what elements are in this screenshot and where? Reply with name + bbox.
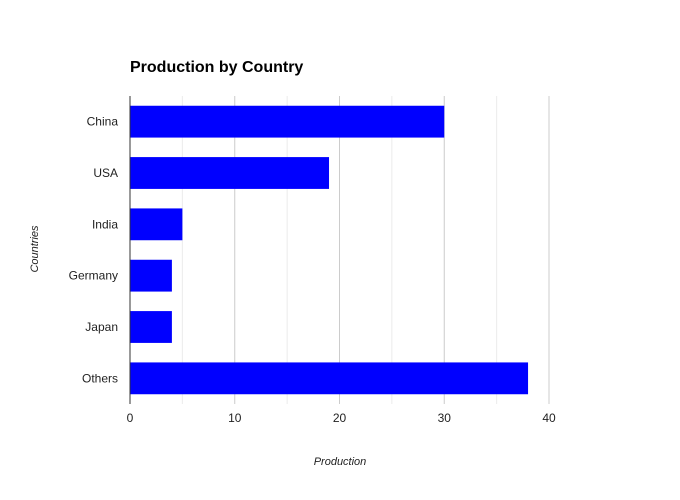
x-tick-label: 30 <box>438 411 452 425</box>
x-tick-label: 0 <box>127 411 134 425</box>
chart-title: Production by Country <box>130 59 303 76</box>
x-tick-label: 40 <box>542 411 556 425</box>
grid-layer <box>181 96 550 404</box>
x-tick-label: 10 <box>228 411 242 425</box>
bar-layer <box>130 105 529 395</box>
bar-others <box>130 362 529 395</box>
y-tick-label: USA <box>93 166 118 180</box>
x-tick-label: 20 <box>333 411 347 425</box>
y-tick-label: India <box>92 217 118 231</box>
label-layer: 0 10 20 30 40 China USA India Germany Japan Others <box>69 115 556 425</box>
y-tick-label: Others <box>82 371 118 385</box>
y-axis-title: Countries <box>29 225 41 273</box>
bar-india <box>130 208 183 241</box>
bar-china <box>130 105 445 138</box>
y-tick-label: Japan <box>85 320 118 334</box>
bar-germany <box>130 259 172 292</box>
x-axis-title: Production <box>314 456 367 468</box>
y-tick-label: China <box>87 115 119 129</box>
bar-usa <box>130 157 330 189</box>
y-tick-label: Germany <box>69 269 118 283</box>
bar-japan <box>130 311 172 343</box>
